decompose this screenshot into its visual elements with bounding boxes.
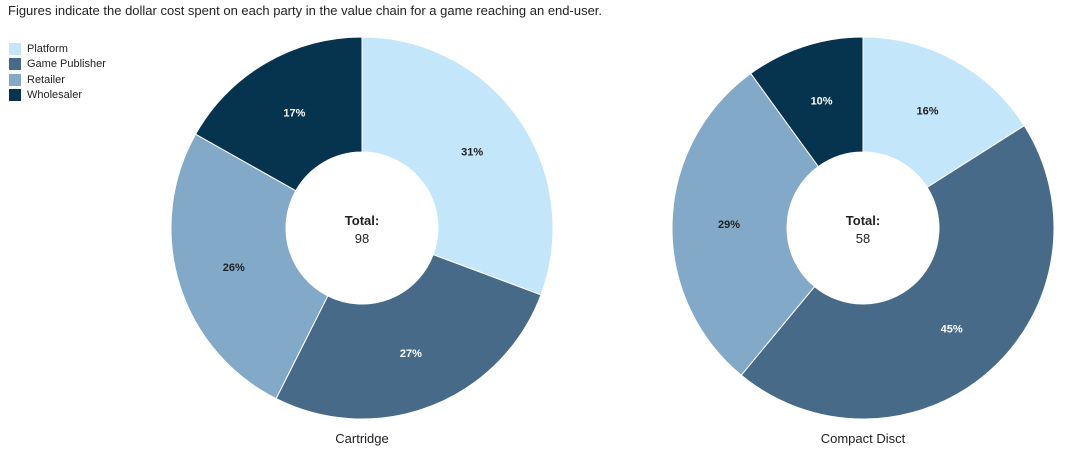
- cartridge-slices: [170, 36, 554, 420]
- cartridge-slice-label-game-publisher: 27%: [400, 348, 422, 360]
- legend-label-platform: Platform: [27, 42, 68, 55]
- compact-disct-total-value: 58: [856, 231, 870, 246]
- legend-swatch-wholesaler: [9, 89, 21, 102]
- legend-swatch-game-publisher: [9, 58, 21, 71]
- legend-swatch-platform: [9, 42, 21, 55]
- legend-item-platform[interactable]: Platform: [9, 41, 106, 57]
- cartridge-slice-label-wholesaler: 17%: [283, 107, 305, 119]
- compact-disct-chart-title: Compact Disct: [821, 431, 906, 446]
- donut-chart-compact-disct: 16% 45% 29% 10% Total: 58 Compact Disct: [671, 36, 1055, 446]
- cartridge-slice-label-retailer: 26%: [223, 262, 245, 274]
- compact-disct-slice-label-wholesaler: 10%: [811, 96, 833, 108]
- cartridge-chart-title: Cartridge: [335, 431, 388, 446]
- compact-disct-slice-labels: 16% 45% 29% 10%: [718, 96, 963, 336]
- cartridge-total-label: Total:: [345, 213, 379, 228]
- legend-label-retailer: Retailer: [27, 73, 65, 86]
- cartridge-total-value: 98: [355, 231, 369, 246]
- compact-disct-slice-label-platform: 16%: [917, 106, 939, 118]
- legend: Platform Game Publisher Retailer Wholesa…: [9, 41, 106, 103]
- compact-disct-slices: [671, 36, 1055, 420]
- cartridge-slice-label-platform: 31%: [461, 147, 483, 159]
- compact-disct-slice-label-retailer: 29%: [718, 219, 740, 231]
- legend-label-wholesaler: Wholesaler: [27, 89, 83, 102]
- compact-disct-total-label: Total:: [846, 213, 880, 228]
- cartridge-donut-hole: [286, 152, 438, 304]
- legend-swatch-retailer: [9, 73, 21, 86]
- legend-item-wholesaler[interactable]: Wholesaler: [9, 88, 106, 104]
- cartridge-slice-labels: 31% 27% 26% 17%: [223, 107, 484, 359]
- legend-item-game-publisher[interactable]: Game Publisher: [9, 57, 106, 73]
- legend-item-retailer[interactable]: Retailer: [9, 72, 106, 88]
- compact-disct-slice-label-game-publisher: 45%: [941, 324, 963, 336]
- donut-chart-cartridge: 31% 27% 26% 17% Total: 98 Cartridge: [170, 36, 554, 446]
- legend-label-game-publisher: Game Publisher: [27, 58, 106, 71]
- chart-subtitle: Figures indicate the dollar cost spent o…: [8, 3, 603, 18]
- compact-disct-donut-hole: [787, 152, 939, 304]
